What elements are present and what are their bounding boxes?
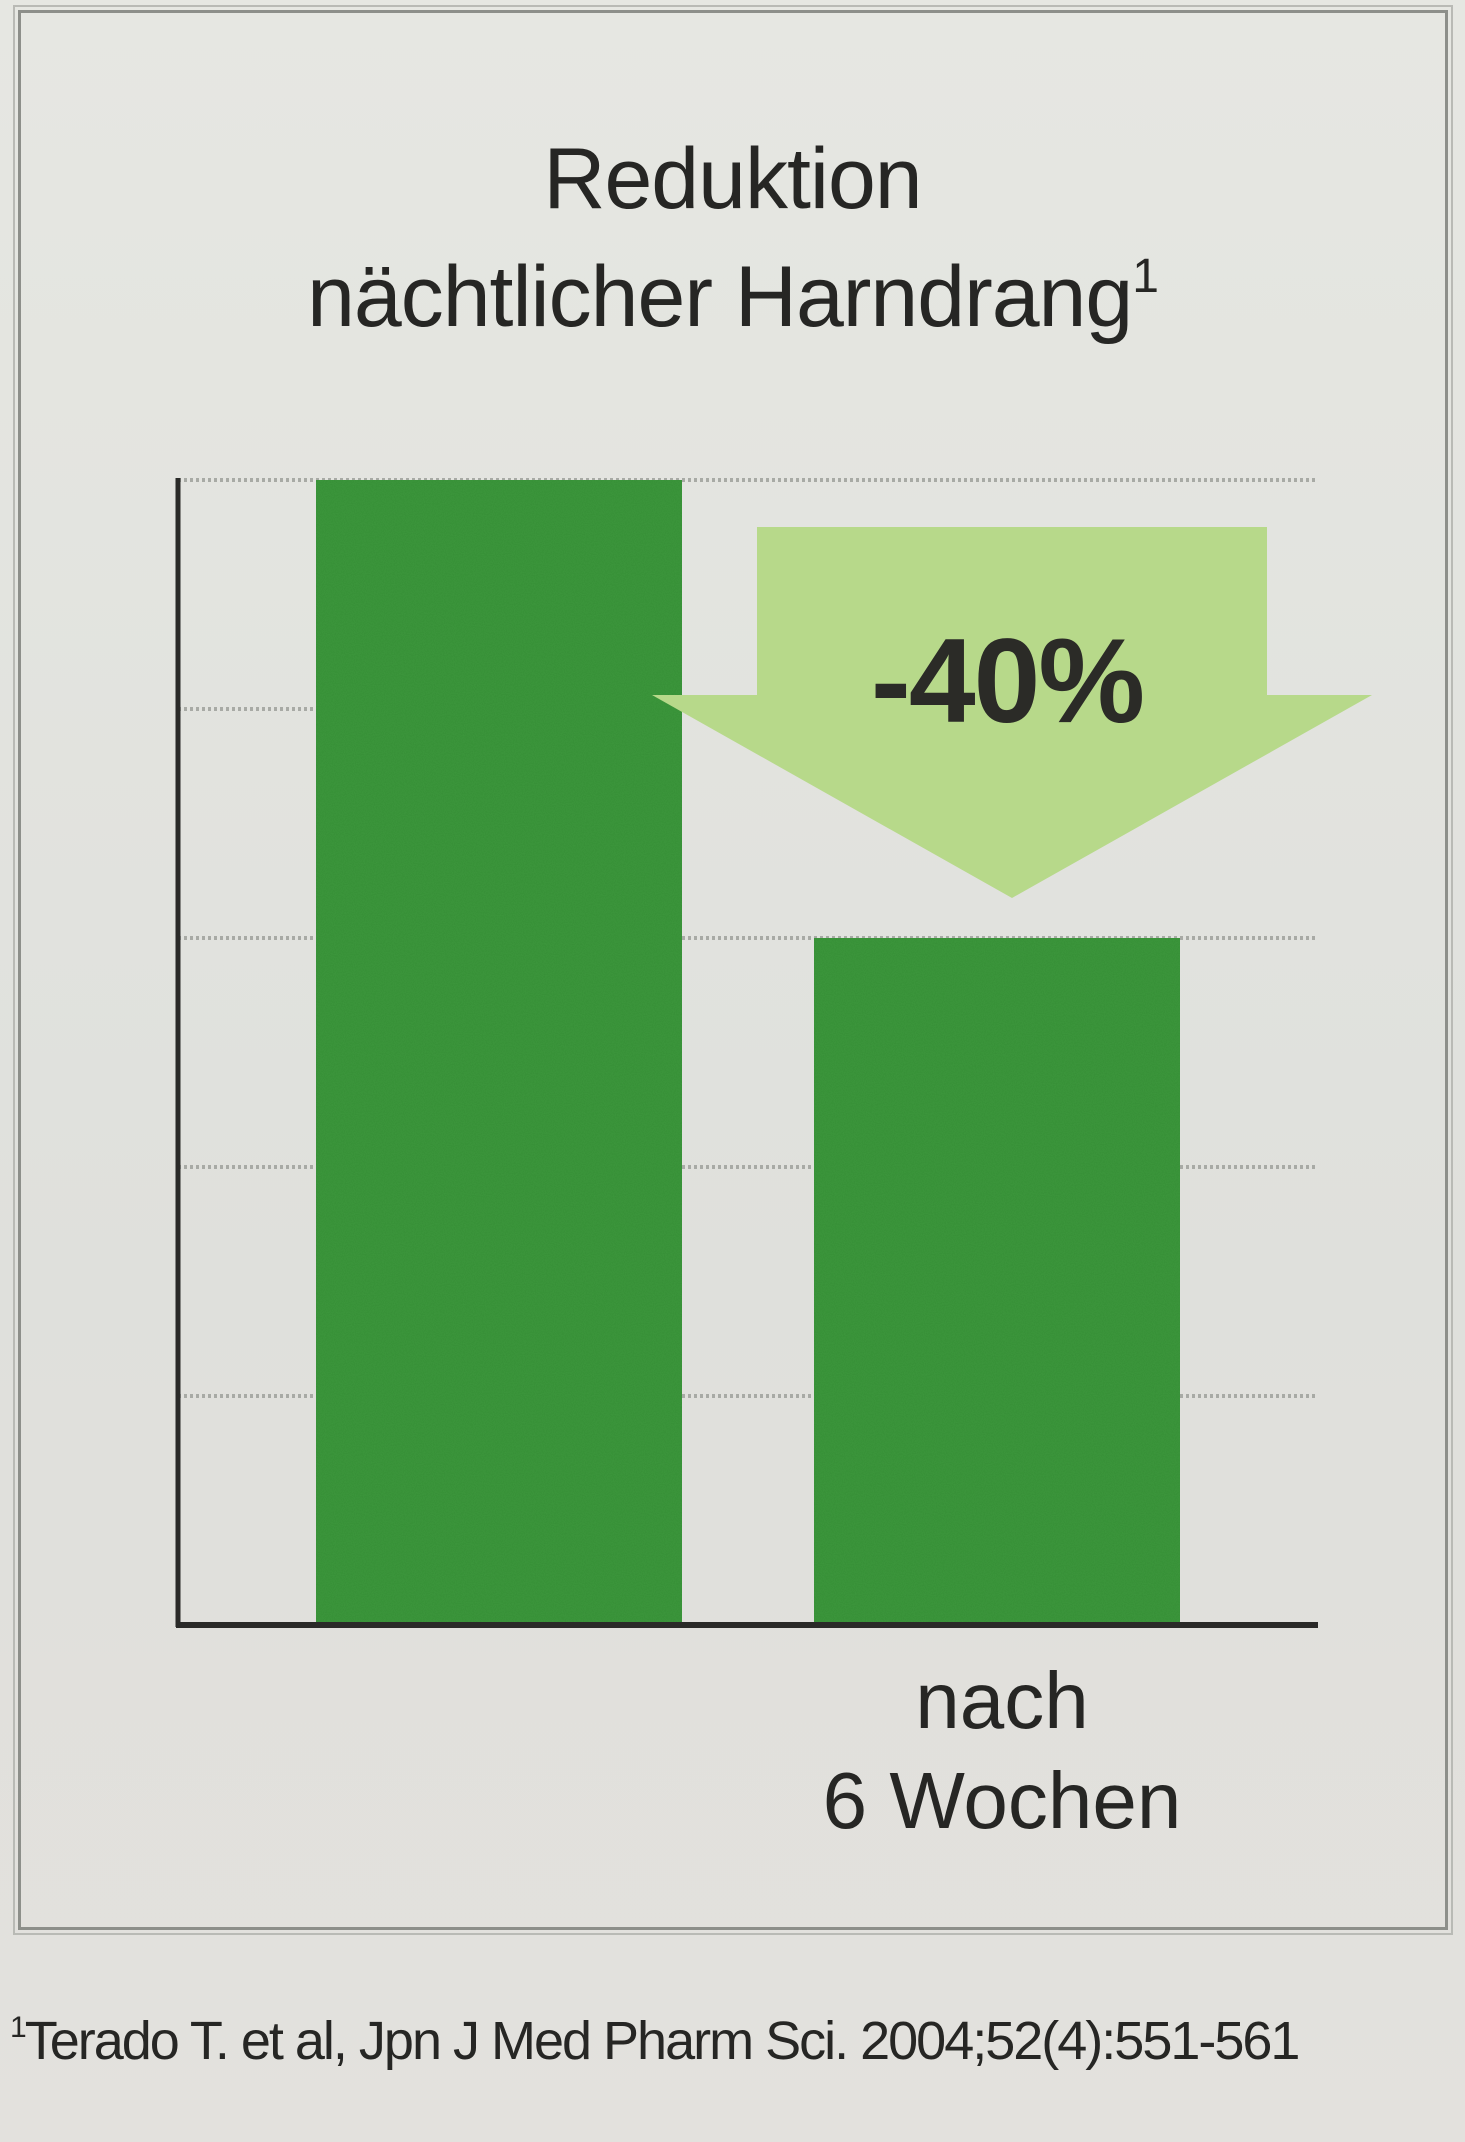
chart-frame: [13, 5, 1453, 1935]
footnote-mark: 1: [10, 2011, 27, 2044]
bar-chart: -40% nach 6 Wochen: [175, 478, 1372, 1845]
chart-title: Reduktion nächtlicher Harndrang1: [0, 120, 1465, 356]
chart-title-line-2-text: nächtlicher Harndrang: [307, 249, 1133, 345]
title-footnote-mark: 1: [1132, 250, 1159, 303]
axes: [175, 478, 1318, 1628]
category-label-line-2: 6 Wochen: [823, 1756, 1182, 1845]
footnote-text: Terado T. et al, Jpn J Med Pharm Sci. 20…: [24, 2011, 1301, 2071]
reduction-annotation: -40%: [652, 527, 1372, 898]
bar-2: [814, 938, 1180, 1625]
category-labels: nach 6 Wochen: [823, 1656, 1182, 1845]
category-label-line-1: nach: [915, 1656, 1088, 1745]
chart-title-line-2: nächtlicher Harndrang1: [0, 238, 1465, 356]
down-arrow-icon: [652, 527, 1372, 898]
bars: [316, 480, 1180, 1625]
bar-1: [316, 480, 682, 1625]
footnote: 1Terado T. et al, Jpn J Med Pharm Sci. 2…: [10, 2010, 1460, 2072]
reduction-label: -40%: [871, 614, 1143, 748]
chart-title-line-1: Reduktion: [543, 131, 922, 227]
